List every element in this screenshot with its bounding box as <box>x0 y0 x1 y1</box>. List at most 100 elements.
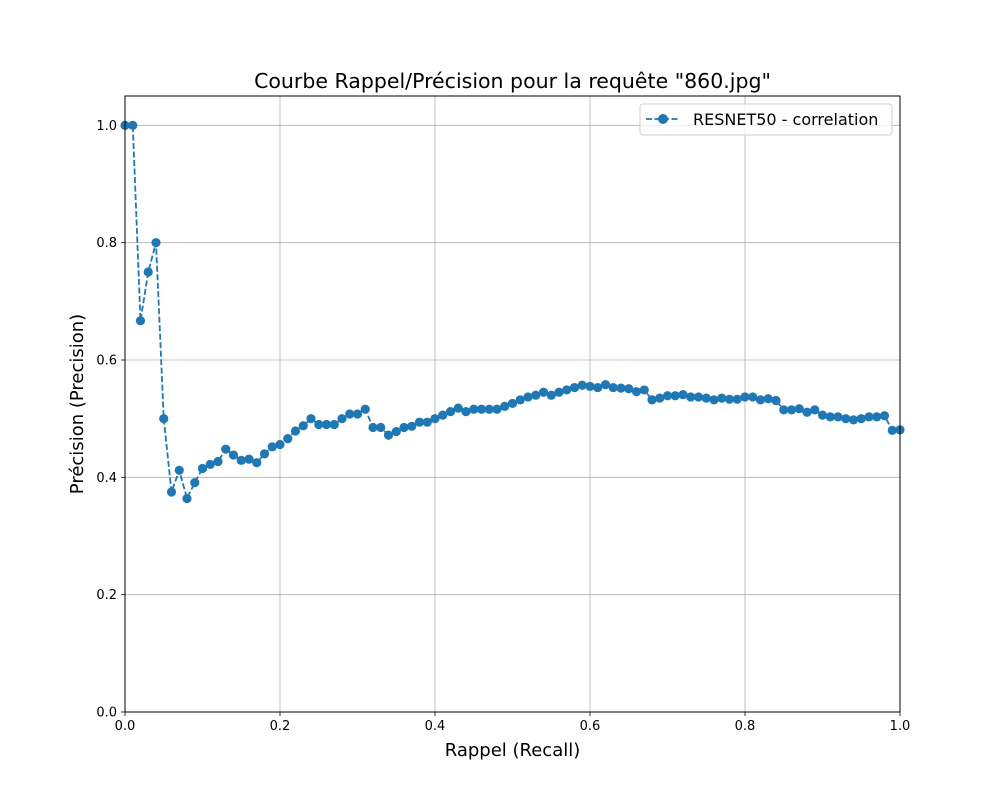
x-tick-label: 0.4 <box>425 719 446 734</box>
data-point <box>786 405 797 415</box>
data-point <box>879 411 890 421</box>
data-point <box>151 238 161 248</box>
data-point <box>174 465 184 475</box>
data-point <box>678 390 688 400</box>
data-point <box>724 394 735 404</box>
y-axis-label: Précision (Precision) <box>67 314 88 494</box>
data-point <box>841 414 851 424</box>
data-point <box>252 458 262 468</box>
data-point <box>810 405 820 415</box>
legend-point-marker <box>658 114 668 124</box>
data-point <box>763 394 773 404</box>
data-point <box>631 387 642 397</box>
data-point <box>221 444 231 454</box>
data-point <box>500 401 510 411</box>
data-point <box>376 422 386 433</box>
data-point <box>407 421 417 431</box>
data-point <box>228 450 239 460</box>
data-point <box>182 493 192 504</box>
data-point <box>546 390 556 400</box>
data-point <box>290 426 301 436</box>
data-point <box>856 414 866 424</box>
legend-series-name: RESNET50 - correlation <box>693 110 878 129</box>
y-tick-label: 0.4 <box>96 471 117 486</box>
data-point <box>143 267 153 277</box>
data-point <box>833 412 843 422</box>
legend: RESNET50 - correlation <box>639 103 893 136</box>
data-point <box>887 425 897 435</box>
data-point <box>321 419 332 430</box>
data-point <box>430 414 440 424</box>
data-point <box>461 407 471 417</box>
data-point <box>399 422 409 433</box>
data-point <box>554 387 564 397</box>
data-point <box>205 459 215 470</box>
data-point <box>414 417 425 427</box>
x-tick-label: 0.6 <box>580 719 601 734</box>
data-point <box>779 405 789 415</box>
data-point <box>538 387 549 397</box>
data-point <box>352 409 363 419</box>
x-tick-label: 0.8 <box>735 719 756 734</box>
data-point <box>864 412 874 422</box>
data-point <box>709 395 719 405</box>
data-point <box>662 391 673 401</box>
data-point <box>686 392 696 402</box>
data-point <box>368 422 378 433</box>
data-series <box>120 120 905 504</box>
data-point <box>422 417 432 427</box>
data-point <box>717 393 727 403</box>
data-point <box>283 434 293 444</box>
data-point <box>484 404 494 414</box>
data-point <box>236 455 246 465</box>
data-point <box>585 381 595 391</box>
data-point <box>825 412 835 422</box>
data-point <box>848 415 859 425</box>
data-point <box>639 385 649 395</box>
data-point <box>469 404 479 414</box>
data-point <box>523 392 533 402</box>
data-point <box>391 426 401 437</box>
data-point <box>740 392 750 402</box>
data-point <box>693 392 704 402</box>
data-point <box>872 412 882 422</box>
data-point <box>438 410 448 420</box>
data-point <box>345 409 355 419</box>
data-point <box>732 394 742 404</box>
data-point <box>128 120 138 130</box>
data-point <box>267 442 277 452</box>
x-tick-label: 0.2 <box>270 719 291 734</box>
data-point <box>329 419 339 430</box>
data-point <box>577 380 587 390</box>
data-point <box>608 382 618 393</box>
data-point <box>213 456 223 467</box>
x-axis-label: Rappel (Recall) <box>445 740 581 761</box>
data-point <box>817 410 828 420</box>
data-point <box>562 385 572 395</box>
data-point <box>453 403 463 413</box>
data-point <box>748 392 758 402</box>
data-point <box>383 430 394 440</box>
data-point <box>314 419 324 430</box>
data-point <box>135 316 146 326</box>
data-point <box>306 414 316 424</box>
data-point <box>275 439 285 450</box>
data-point <box>616 383 626 393</box>
data-point <box>507 398 518 409</box>
data-point <box>190 478 200 488</box>
data-point <box>244 454 254 464</box>
data-point <box>794 404 804 414</box>
data-point <box>159 414 169 424</box>
data-point <box>197 463 208 474</box>
data-point <box>166 487 177 497</box>
y-tick-label: 0.8 <box>96 236 117 251</box>
y-tick-label: 0.2 <box>96 588 117 603</box>
data-point <box>600 380 611 390</box>
y-tick-label: 1.0 <box>96 119 117 134</box>
data-point <box>655 393 665 403</box>
data-point <box>492 404 502 414</box>
data-point <box>624 384 634 394</box>
grid-lines <box>124 96 901 713</box>
data-point <box>445 407 456 417</box>
